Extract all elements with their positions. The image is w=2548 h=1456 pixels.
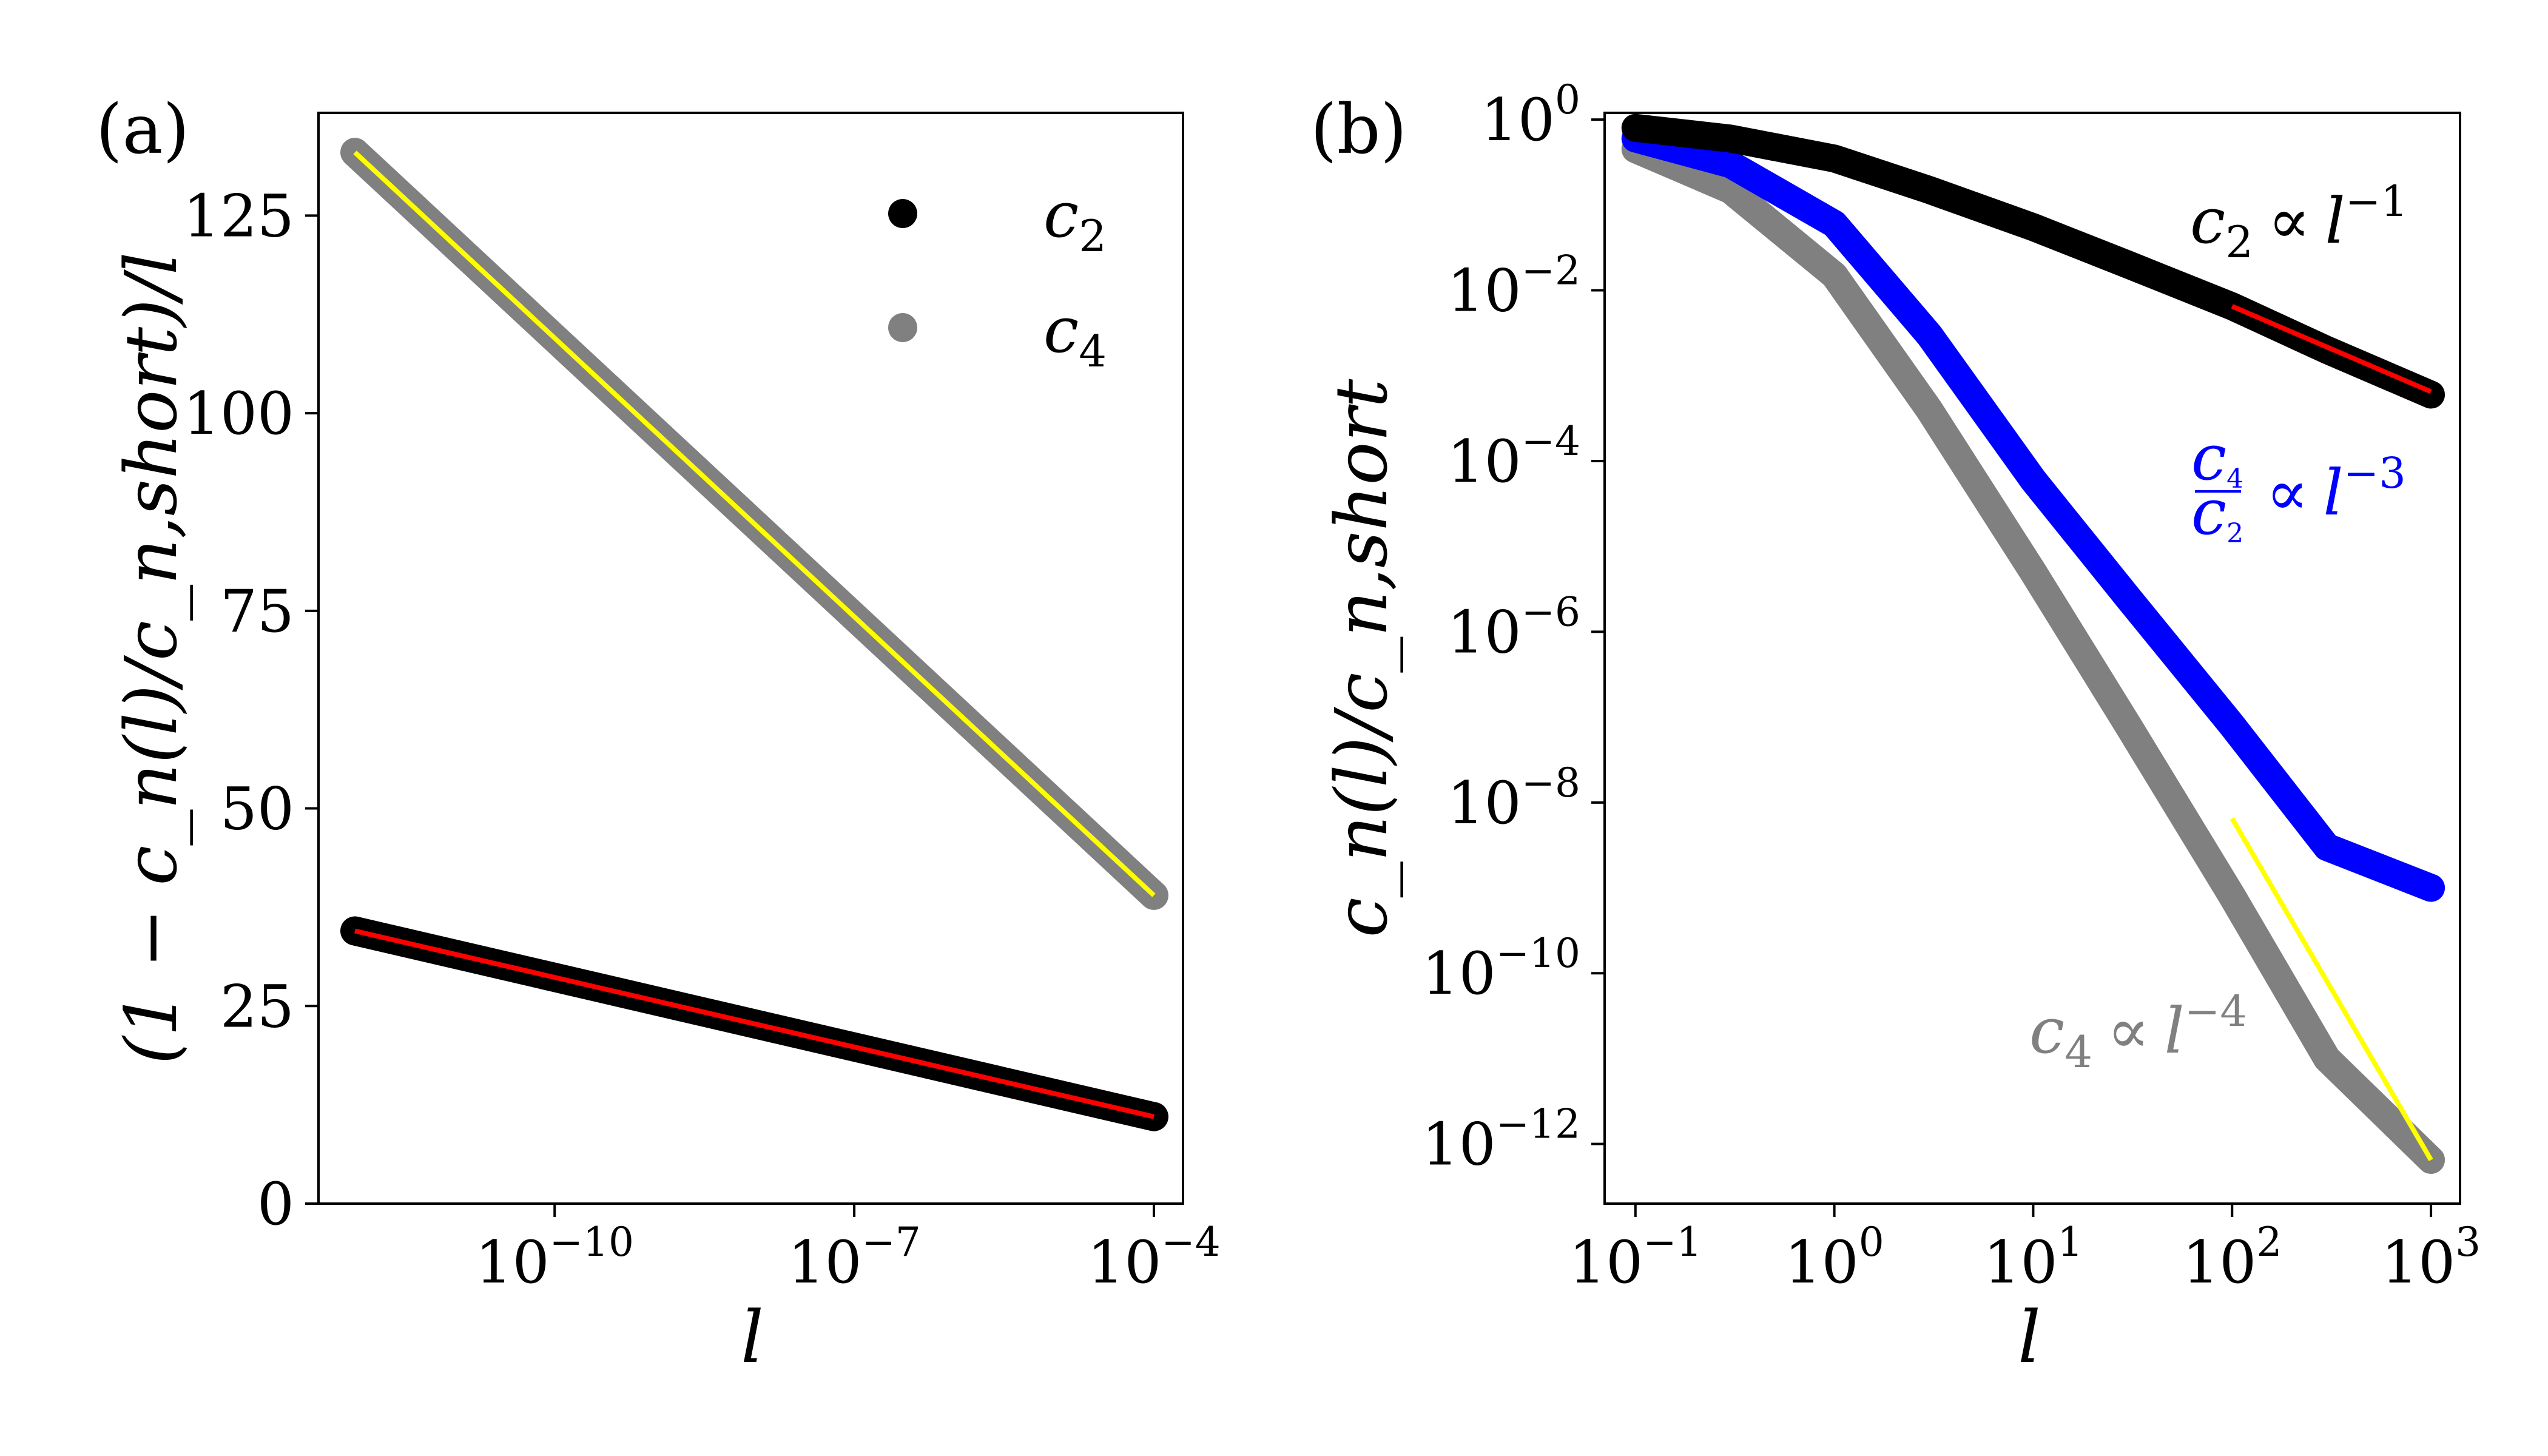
- y-tick-label: 10−8: [1448, 760, 1580, 837]
- series-c4-points: [1621, 135, 2445, 1174]
- y-tick-label: 50: [220, 775, 294, 843]
- x-tick-label: 10−10: [476, 1219, 634, 1296]
- fit-line-c4: [353, 150, 1156, 897]
- panel-a-plot-area: [340, 138, 1168, 1131]
- fit-line-c2: [354, 928, 1154, 1119]
- ratio-numerator: c4: [2191, 420, 2243, 494]
- y-tick-label: 10−4: [1448, 418, 1580, 496]
- panel-a-legend: c2 c4: [888, 178, 1107, 377]
- annotation-c4-scaling: c4 ∝ l−4: [2029, 986, 2247, 1077]
- panel-b-label: (b): [1310, 90, 1407, 169]
- x-tick-label: 10−7: [787, 1219, 920, 1296]
- y-tick-label: 10−6: [1448, 588, 1580, 666]
- panel-b-plot-area: [1621, 113, 2445, 1174]
- y-tick-label: 10−10: [1422, 930, 1580, 1008]
- panel-b-y-ticks: 100 10−2 10−4 10−6 10−8 10−10 10−12: [1422, 76, 1605, 1179]
- x-tick-label: 100: [1785, 1219, 1884, 1296]
- y-tick-label: 25: [220, 972, 294, 1040]
- legend-label-c4: c4: [1043, 293, 1107, 377]
- y-tick-label: 10−12: [1422, 1101, 1580, 1179]
- fit-line-c2: [2231, 304, 2432, 394]
- series-c4-over-c2-points: [1621, 124, 2445, 902]
- panel-a-label: (a): [96, 90, 189, 169]
- panel-a-x-ticks: 10−10 10−7 10−4: [476, 1204, 1221, 1296]
- annotation-c2-scaling: c2 ∝ l−1: [2190, 177, 2408, 268]
- y-tick-label: 75: [220, 578, 294, 645]
- annotation-ratio-scaling: c4 c2 ∝ l−3: [2191, 420, 2406, 549]
- panel-b-x-ticks: 10−1 100 101 102 103: [1569, 1204, 2481, 1296]
- ratio-proportional: ∝ l−3: [2266, 448, 2406, 530]
- x-tick-label: 10−1: [1569, 1219, 1702, 1296]
- fit-line-c4: [2230, 817, 2433, 1161]
- y-tick-label: 0: [257, 1170, 294, 1238]
- panel-a-y-ticks: 0 25 50 75 100 125: [183, 182, 318, 1238]
- x-tick-label: 103: [2381, 1219, 2481, 1296]
- panel-b-y-label: c_n(l)/c_n,short: [1320, 379, 1403, 937]
- panel-a-y-label: (1 − c_n(l)/c_n,short)/l: [109, 252, 193, 1064]
- y-tick-label: 10−2: [1448, 248, 1580, 325]
- ratio-denominator: c2: [2191, 475, 2243, 549]
- x-tick-label: 10−4: [1087, 1219, 1220, 1296]
- y-tick-label: 125: [183, 182, 294, 250]
- y-tick-label: 100: [183, 380, 294, 448]
- panel-a-frame: [317, 112, 1184, 1205]
- x-tick-label: 102: [2182, 1219, 2282, 1296]
- legend-marker-c4: [888, 313, 917, 342]
- panel-a-x-label: l: [741, 1295, 764, 1379]
- y-tick-label: 100: [1481, 76, 1580, 154]
- panel-b-x-label: l: [2018, 1295, 2041, 1379]
- legend-label-c2: c2: [1043, 178, 1107, 261]
- x-tick-label: 101: [1983, 1219, 2083, 1296]
- legend-marker-c2: [888, 199, 917, 228]
- panel-b: (b) 10−1 100 101 102 103 100 10−2 10−4 10−6 10−8…: [1310, 76, 2481, 1379]
